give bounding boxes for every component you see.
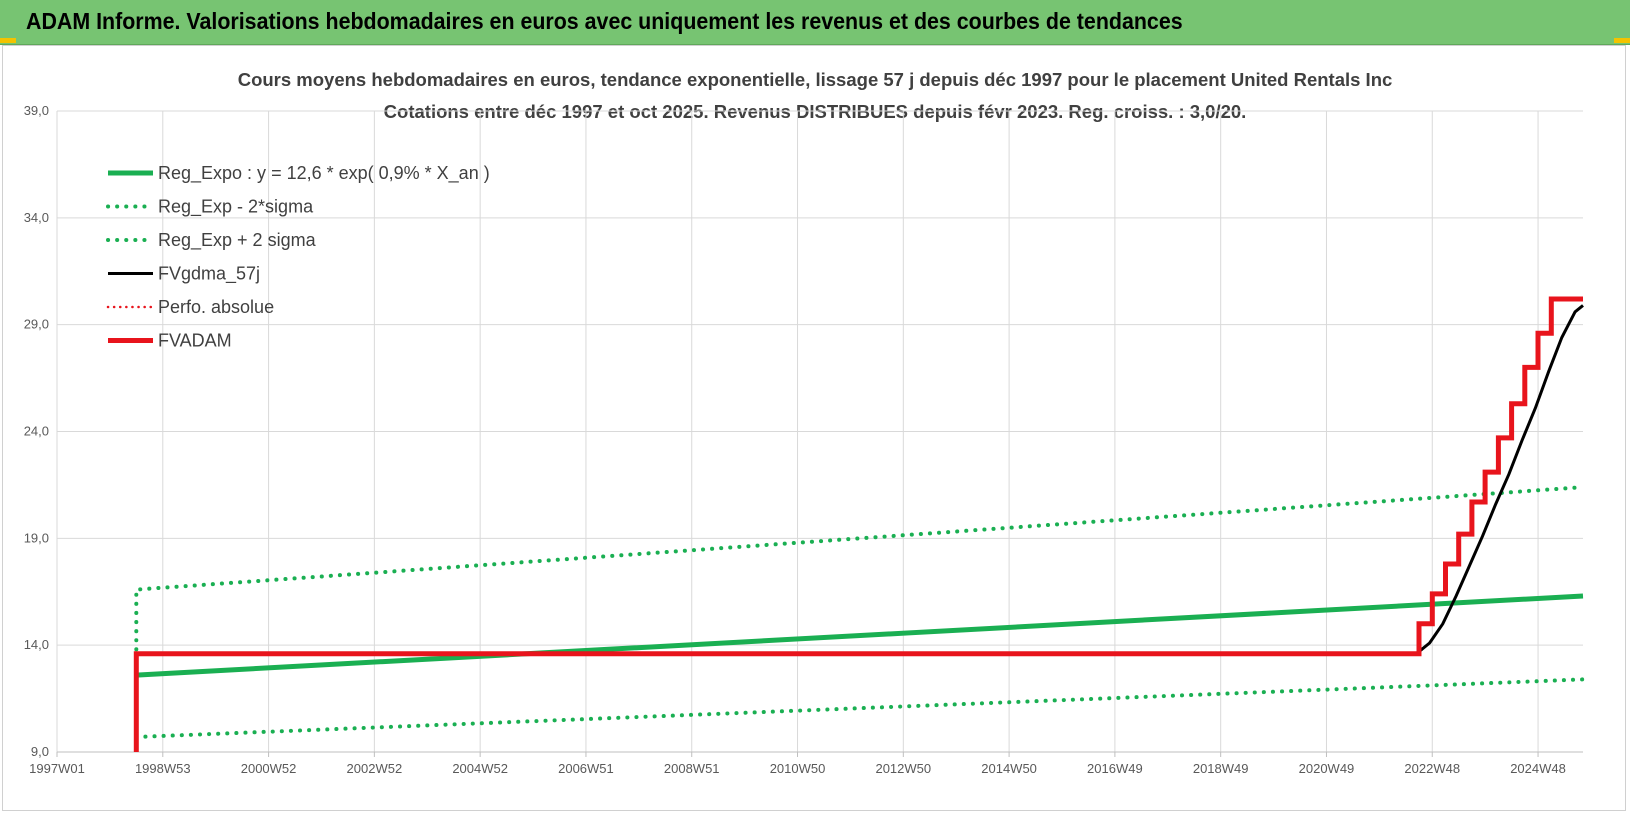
- x-tick-label: 2008W51: [664, 761, 720, 776]
- x-tick-label: 2016W49: [1087, 761, 1143, 776]
- x-tick-label: 2014W50: [981, 761, 1037, 776]
- legend-label: FVADAM: [158, 331, 232, 351]
- x-tick-label: 2024W48: [1510, 761, 1566, 776]
- series-line-reg-exp-2-sigma: [134, 485, 1585, 652]
- x-tick-label: 1998W53: [135, 761, 191, 776]
- y-tick-label: 24,0: [24, 424, 49, 439]
- y-tick-label: 9,0: [31, 744, 49, 759]
- y-tick-label: 39,0: [24, 103, 49, 118]
- legend-label: FVgdma_57j: [158, 264, 260, 285]
- y-axis-tick-labels: 9,0 14,0 19,0 24,0 29,0 34,0 39,0: [24, 103, 49, 759]
- series-layer: [133, 296, 1585, 752]
- legend-label: Reg_Expo : y = 12,6 * exp( 0,9% * X_an ): [158, 163, 490, 184]
- series-line-fvadam: [133, 296, 1583, 752]
- chart-title: Cours moyens hebdomadaires en euros, ten…: [238, 69, 1393, 90]
- report-title: ADAM Informe. Valorisations hebdomadaire…: [26, 8, 1183, 34]
- y-tick-label: 29,0: [24, 317, 49, 332]
- x-tick-label: 2006W51: [558, 761, 614, 776]
- x-tick-label: 1997W01: [29, 761, 85, 776]
- y-tick-label: 19,0: [24, 530, 49, 545]
- x-gridlines: [56, 111, 1539, 757]
- legend-label: Perfo. absolue: [158, 297, 274, 317]
- series-line-reg-exp-2-sigma: [134, 677, 1585, 739]
- y-tick-label: 34,0: [24, 210, 49, 225]
- x-tick-label: 2022W48: [1404, 761, 1460, 776]
- corner-marker-right: [1614, 38, 1630, 43]
- report-banner: ADAM Informe. Valorisations hebdomadaire…: [0, 0, 1630, 45]
- corner-marker-left: [0, 38, 16, 43]
- series-line-reg-expo: [136, 593, 1584, 678]
- x-tick-label: 2000W52: [241, 761, 297, 776]
- x-axis-tick-labels: 1997W01 1998W53 2000W52 2002W52 2004W52 2006W…: [29, 761, 1566, 776]
- x-tick-label: 2018W49: [1193, 761, 1249, 776]
- chart-frame: [2, 45, 1626, 811]
- legend: Reg_Expo : y = 12,6 * exp( 0,9% * X_an )…: [106, 163, 490, 351]
- x-tick-label: 2004W52: [452, 761, 508, 776]
- legend-label: Reg_Exp + 2 sigma: [158, 230, 317, 251]
- x-tick-label: 2010W50: [770, 761, 826, 776]
- y-tick-label: 14,0: [24, 637, 49, 652]
- x-tick-label: 2002W52: [347, 761, 403, 776]
- x-tick-label: 2020W49: [1299, 761, 1355, 776]
- x-tick-label: 2012W50: [875, 761, 931, 776]
- series-line-fvgdma-57j: [136, 304, 1584, 656]
- legend-label: Reg_Exp - 2*sigma: [158, 197, 314, 218]
